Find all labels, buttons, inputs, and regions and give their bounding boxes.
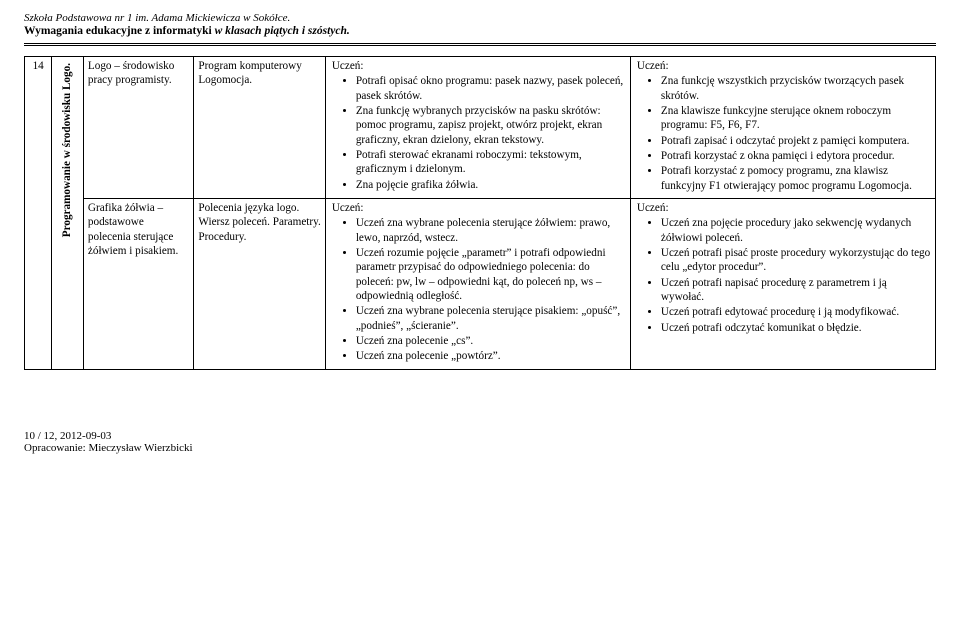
- section-title: Programowanie w środowisku Logo.: [52, 57, 84, 370]
- label-uczen: Uczeń:: [637, 201, 931, 215]
- list-item: Potrafi opisać okno programu: pasek nazw…: [356, 74, 626, 103]
- header-school: Szkoła Podstawowa nr 1 im. Adama Mickiew…: [24, 12, 936, 24]
- list-item: Potrafi korzystać z pomocy programu, zna…: [661, 164, 931, 193]
- list-item: Potrafi sterować ekranami roboczymi: tek…: [356, 148, 626, 177]
- list-adv-1: Zna funkcję wszystkich przycisków tworzą…: [635, 74, 931, 193]
- list-item: Uczeń potrafi pisać proste procedury wyk…: [661, 246, 931, 275]
- cell-program-1: Program komputerowy Logomocja.: [194, 57, 325, 199]
- list-item: Zna funkcję wybranych przycisków na pask…: [356, 104, 626, 147]
- cell-basic-2: Uczeń: Uczeń zna wybrane polecenia steru…: [325, 198, 630, 369]
- list-item: Uczeń potrafi napisać procedurę z parame…: [661, 276, 931, 305]
- list-item: Potrafi korzystać z okna pamięci i edyto…: [661, 149, 931, 163]
- list-item: Uczeń rozumie pojęcie „parametr” i potra…: [356, 246, 626, 303]
- list-item: Uczeń potrafi edytować procedurę i ją mo…: [661, 305, 931, 319]
- label-uczen: Uczeń:: [332, 59, 626, 73]
- list-item: Zna klawisze funkcyjne sterujące oknem r…: [661, 104, 931, 133]
- section-title-text: Programowanie w środowisku Logo.: [60, 59, 74, 241]
- cell-adv-1: Uczeń: Zna funkcję wszystkich przycisków…: [630, 57, 935, 199]
- table-row: Grafika żółwia – podstawowe polecenia st…: [25, 198, 936, 369]
- content-table: 14 Programowanie w środowisku Logo. Logo…: [24, 56, 936, 370]
- list-item: Uczeń zna wybrane polecenia sterujące żó…: [356, 216, 626, 245]
- list-item: Uczeń zna polecenie „cs”.: [356, 334, 626, 348]
- list-item: Zna pojęcie grafika żółwia.: [356, 178, 626, 192]
- footer-author: Opracowanie: Mieczysław Wierzbicki: [24, 442, 936, 454]
- header-title-ital: w klasach piątych i szóstych.: [215, 25, 350, 37]
- list-item: Zna funkcję wszystkich przycisków tworzą…: [661, 74, 931, 103]
- table-row: 14 Programowanie w środowisku Logo. Logo…: [25, 57, 936, 199]
- row-number: 14: [25, 57, 52, 370]
- list-item: Uczeń potrafi odczytać komunikat o błędz…: [661, 321, 931, 335]
- list-item: Uczeń zna polecenie „powtórz”.: [356, 349, 626, 363]
- footer: 10 / 12, 2012-09-03 Opracowanie: Mieczys…: [24, 430, 936, 454]
- cell-basic-1: Uczeń: Potrafi opisać okno programu: pas…: [325, 57, 630, 199]
- list-item: Uczeń zna pojęcie procedury jako sekwenc…: [661, 216, 931, 245]
- cell-topic-2: Grafika żółwia – podstawowe polecenia st…: [83, 198, 193, 369]
- header-title: Wymagania edukacyjne z informatyki w kla…: [24, 25, 936, 37]
- header-title-bold: Wymagania edukacyjne z informatyki: [24, 25, 215, 37]
- list-basic-1: Potrafi opisać okno programu: pasek nazw…: [330, 74, 626, 192]
- label-uczen: Uczeń:: [637, 59, 931, 73]
- header-rule-thin: [24, 45, 936, 46]
- cell-program-2: Polecenia języka logo. Wiersz poleceń. P…: [194, 198, 325, 369]
- list-item: Uczeń zna wybrane polecenia sterujące pi…: [356, 304, 626, 333]
- label-uczen: Uczeń:: [332, 201, 626, 215]
- cell-adv-2: Uczeń: Uczeń zna pojęcie procedury jako …: [630, 198, 935, 369]
- footer-page: 10 / 12, 2012-09-03: [24, 430, 936, 442]
- cell-topic-1: Logo – środowisko pracy programisty.: [83, 57, 193, 199]
- list-adv-2: Uczeń zna pojęcie procedury jako sekwenc…: [635, 216, 931, 335]
- list-item: Potrafi zapisać i odczytać projekt z pam…: [661, 134, 931, 148]
- list-basic-2: Uczeń zna wybrane polecenia sterujące żó…: [330, 216, 626, 363]
- header-rule-thick: [24, 43, 936, 44]
